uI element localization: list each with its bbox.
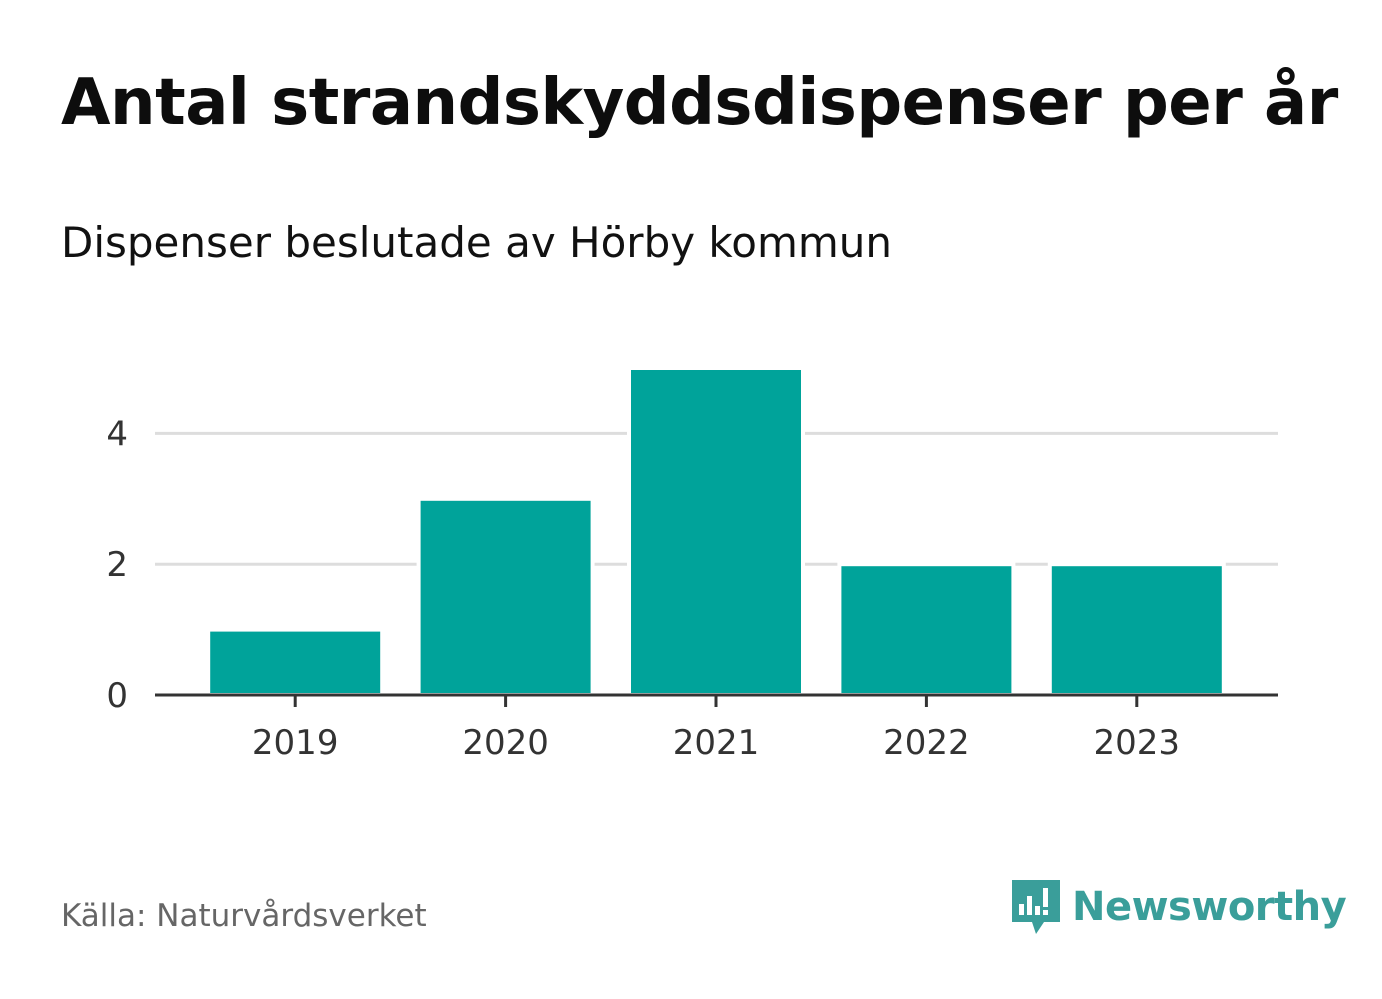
- bars: [206, 366, 1226, 698]
- y-tick-label: 4: [106, 414, 128, 454]
- brand-name: Newsworthy: [1072, 884, 1347, 930]
- x-tick-label: 2022: [883, 723, 970, 763]
- y-tick-label: 0: [106, 676, 128, 716]
- brand-logo: Newsworthy: [1010, 876, 1347, 938]
- chart-title: Antal strandskyddsdispenser per år: [61, 66, 1338, 140]
- x-tick-label: 2020: [462, 723, 549, 763]
- chart-subtitle: Dispenser beslutade av Hörby kommun: [61, 218, 893, 267]
- bar-2019: [206, 627, 385, 697]
- x-tick-label: 2019: [252, 723, 339, 763]
- bar-2023: [1047, 562, 1226, 698]
- source-note: Källa: Naturvårdsverket: [61, 898, 427, 934]
- y-tick-label: 2: [106, 545, 128, 585]
- x-tick-label: 2023: [1094, 723, 1181, 763]
- bar-2020: [416, 496, 595, 697]
- axes: 0 2 4 2019 2020 2021 2022 2023: [106, 414, 1278, 763]
- bar-2022: [837, 562, 1016, 698]
- x-tick-label: 2021: [673, 723, 760, 763]
- newsworthy-logo-icon: [1012, 880, 1060, 934]
- bar-2021: [627, 366, 805, 697]
